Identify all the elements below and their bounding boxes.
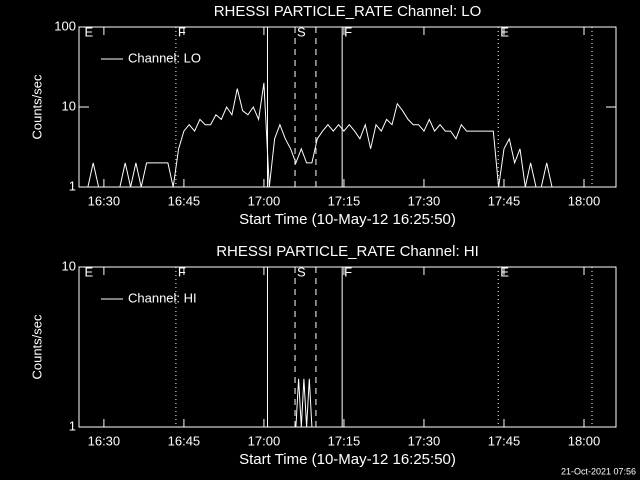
- y-tick-label: 100: [54, 18, 76, 33]
- event-label: E: [85, 24, 94, 39]
- x-axis-label: Start Time (10-May-12 16:25:50): [239, 211, 456, 228]
- event-label: S: [297, 24, 306, 39]
- x-tick-label: 16:30: [88, 193, 121, 208]
- legend-label: Channel: LO: [128, 50, 201, 65]
- y-tick-label: 10: [62, 98, 76, 113]
- x-tick-label: 17:15: [328, 193, 361, 208]
- data-line: [82, 82, 553, 188]
- x-tick-label: 17:15: [328, 433, 361, 448]
- event-label: E: [500, 264, 509, 279]
- y-axis-label: Counts/sec: [29, 74, 44, 140]
- event-label: F: [344, 24, 352, 39]
- y-axis-label: Counts/sec: [29, 314, 44, 380]
- y-tick-label: 10: [62, 258, 76, 273]
- x-tick-label: 16:30: [88, 433, 121, 448]
- y-tick-label: 1: [69, 178, 76, 193]
- x-tick-label: 17:45: [488, 433, 521, 448]
- event-label: F: [178, 264, 186, 279]
- legend-label: Channel: HI: [128, 290, 197, 305]
- footer-date: 21-Oct-2021 07:56: [561, 466, 636, 476]
- x-tick-label: 17:00: [248, 193, 281, 208]
- event-label: F: [344, 264, 352, 279]
- x-tick-label: 16:45: [168, 193, 201, 208]
- event-label: E: [85, 264, 94, 279]
- x-tick-label: 17:45: [488, 193, 521, 208]
- y-tick-label: 1: [69, 418, 76, 433]
- event-label: S: [297, 264, 306, 279]
- x-tick-label: 18:00: [568, 193, 601, 208]
- x-tick-label: 18:00: [568, 433, 601, 448]
- chart-title: RHESSI PARTICLE_RATE Channel: LO: [214, 3, 482, 20]
- x-tick-label: 17:30: [408, 433, 441, 448]
- x-axis-label: Start Time (10-May-12 16:25:50): [239, 451, 456, 468]
- x-tick-label: 17:30: [408, 193, 441, 208]
- x-tick-label: 17:00: [248, 433, 281, 448]
- event-label: E: [500, 24, 509, 39]
- chart-title: RHESSI PARTICLE_RATE Channel: HI: [216, 243, 479, 260]
- data-line: [82, 378, 552, 428]
- event-label: F: [178, 24, 186, 39]
- x-tick-label: 16:45: [168, 433, 201, 448]
